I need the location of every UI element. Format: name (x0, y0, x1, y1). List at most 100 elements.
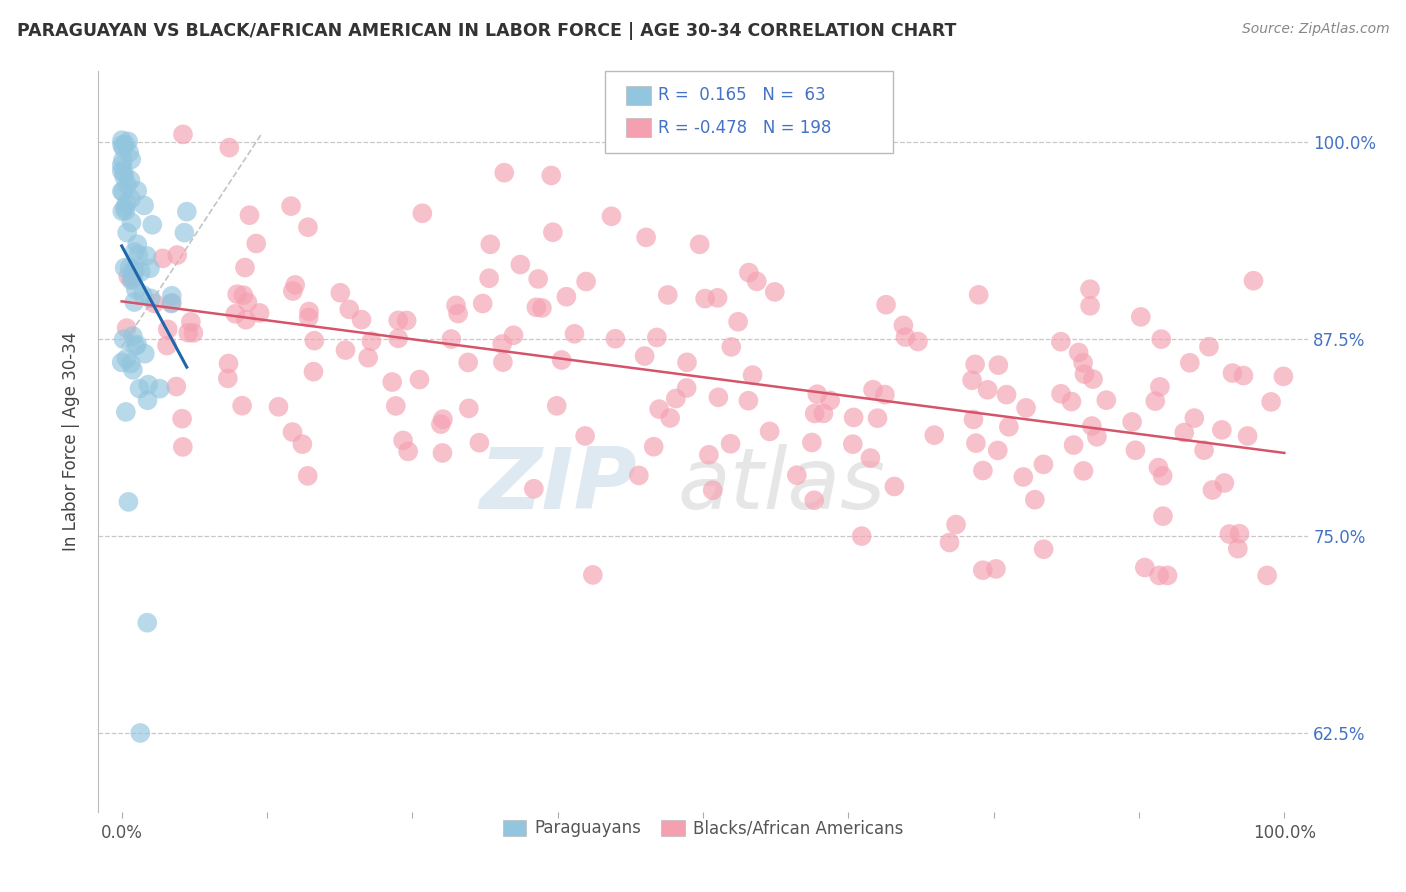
Point (509, 258, 531, 272)
Point (1226, 541, 1249, 556)
Point (1050, 387, 1073, 401)
Point (1078, 299, 1101, 313)
Point (1063, 438, 1085, 452)
Point (236, 295, 259, 310)
Point (120, 192, 142, 206)
Point (574, 429, 596, 443)
Point (136, 393, 159, 408)
Point (226, 287, 249, 301)
Point (127, 237, 149, 252)
Point (643, 440, 665, 454)
Point (693, 292, 716, 306)
Point (235, 312, 257, 326)
Point (1125, 443, 1147, 458)
Point (1095, 393, 1118, 408)
Point (124, 295, 146, 310)
Point (136, 615, 159, 630)
Point (357, 351, 380, 365)
Point (875, 298, 897, 312)
Point (120, 215, 142, 229)
Point (659, 411, 682, 425)
Point (564, 326, 586, 341)
Point (114, 137, 136, 152)
Point (180, 315, 202, 329)
Point (160, 289, 183, 303)
Point (124, 244, 146, 259)
Point (478, 271, 501, 285)
Point (657, 288, 679, 302)
Point (115, 321, 138, 335)
Point (720, 340, 742, 354)
Point (1192, 443, 1215, 458)
Point (122, 271, 145, 285)
Point (111, 184, 134, 198)
Point (727, 315, 749, 329)
Point (115, 196, 138, 211)
Point (114, 260, 136, 275)
Point (280, 199, 302, 213)
Point (1211, 423, 1233, 437)
Point (1218, 527, 1240, 541)
Point (281, 425, 304, 439)
Point (1236, 429, 1258, 443)
Point (1060, 394, 1083, 409)
Point (995, 387, 1018, 401)
Point (408, 372, 430, 386)
Point (1015, 401, 1038, 415)
Y-axis label: In Labor Force | Age 30-34: In Labor Force | Age 30-34 (62, 332, 80, 551)
Point (457, 355, 479, 369)
Point (706, 291, 728, 305)
Point (1150, 332, 1173, 346)
Point (741, 368, 763, 383)
Point (395, 313, 418, 327)
Point (965, 436, 987, 450)
Point (337, 302, 360, 317)
Point (758, 425, 780, 439)
Point (111, 164, 134, 178)
Point (1073, 367, 1095, 381)
Point (523, 482, 546, 496)
Point (842, 410, 865, 425)
Point (112, 332, 135, 346)
Point (218, 140, 240, 154)
Point (139, 292, 162, 306)
Point (786, 468, 808, 483)
Point (121, 272, 143, 286)
Point (702, 483, 724, 498)
Point (873, 387, 896, 401)
Point (555, 290, 578, 304)
Point (984, 562, 1007, 576)
Point (172, 440, 194, 454)
Point (541, 225, 564, 239)
Point (156, 322, 179, 336)
Point (218, 357, 240, 371)
Point (818, 393, 841, 408)
Point (1173, 425, 1195, 440)
Point (457, 401, 479, 416)
Point (720, 436, 742, 450)
Point (118, 145, 141, 160)
Point (335, 343, 357, 357)
Point (859, 451, 882, 466)
Point (738, 266, 761, 280)
Point (471, 296, 494, 310)
Point (156, 338, 179, 352)
Point (1147, 568, 1170, 582)
Point (115, 178, 138, 192)
Point (176, 204, 198, 219)
Point (304, 334, 326, 348)
Point (1024, 492, 1046, 507)
Point (117, 495, 139, 509)
Point (530, 301, 553, 315)
Point (893, 318, 915, 333)
Point (125, 282, 148, 296)
Point (1198, 340, 1220, 354)
Point (111, 137, 134, 152)
Point (479, 237, 502, 252)
Text: ZIP: ZIP (479, 444, 637, 527)
Point (177, 326, 200, 340)
Point (645, 330, 668, 344)
Point (111, 158, 134, 172)
Point (298, 310, 321, 325)
Point (813, 406, 835, 420)
